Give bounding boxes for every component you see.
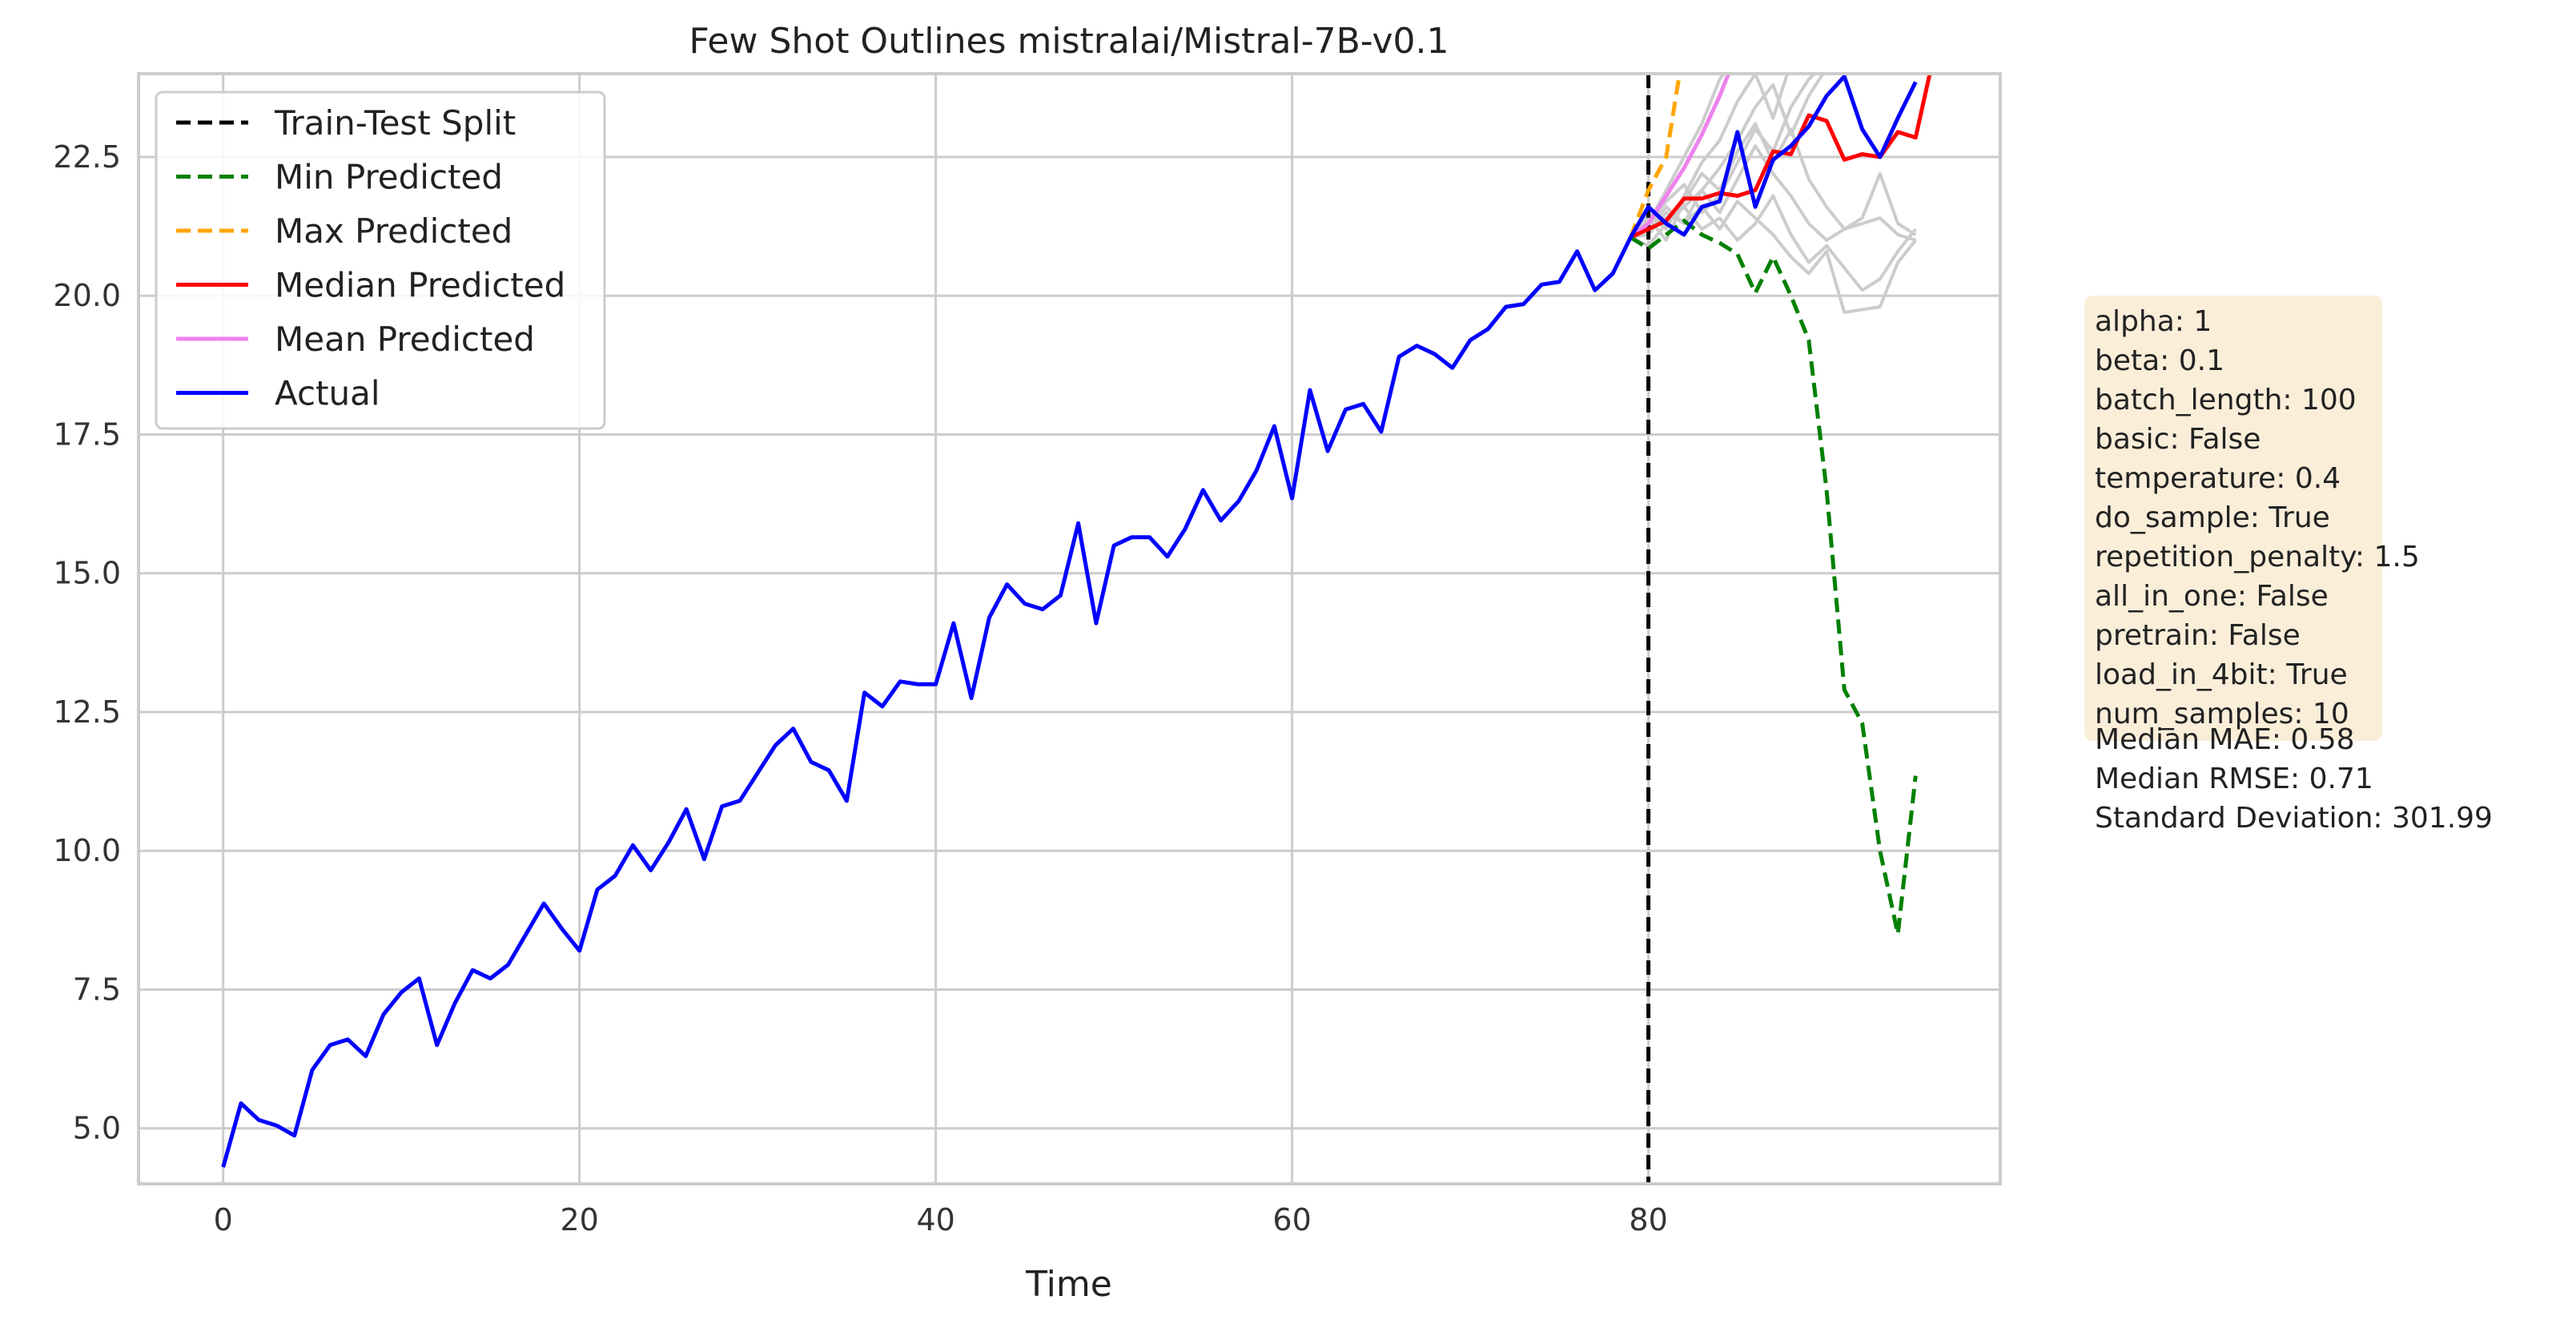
sample-line (1630, 74, 1818, 239)
legend-frame (155, 91, 606, 430)
param-line: beta: 0.1 (2095, 344, 2224, 377)
x-tick-label: 0 (214, 1202, 233, 1237)
param-line: all_in_one: False (2095, 580, 2329, 613)
legend: Train-Test Split Min Predicted Max Predict… (155, 91, 606, 430)
param-line: load_in_4bit: True (2095, 658, 2348, 691)
actual-line (221, 74, 1918, 1168)
x-axis-title: Time (1025, 1264, 1112, 1305)
param-line: batch_length: 100 (2095, 384, 2357, 417)
plot-frame (137, 72, 2002, 1185)
legend-label: Max Predicted (275, 211, 512, 251)
y-tick-label: 5.0 (73, 1111, 121, 1146)
mean-predicted-line (1629, 74, 1731, 239)
metric-line: Standard Deviation: 301.99 (2095, 802, 2493, 835)
x-tick-label: 60 (1272, 1202, 1311, 1237)
data-lines (221, 74, 1932, 1184)
grid (139, 74, 2000, 1184)
min-predicted-line (1629, 219, 1918, 936)
params-box: alpha: 1 beta: 0.1 batch_length: 100 basic:… (2084, 296, 2420, 741)
sample-line (1630, 199, 1917, 314)
y-tick-label: 10.0 (53, 833, 121, 868)
sample-line (1630, 194, 1917, 292)
param-line: do_sample: True (2095, 501, 2330, 534)
y-tick-label: 7.5 (73, 972, 121, 1007)
x-tick-label: 40 (916, 1202, 954, 1237)
metrics: Median MAE: 0.58 Median RMSE: 0.71 Standar… (2095, 723, 2493, 835)
param-line: alpha: 1 (2095, 305, 2212, 338)
x-tick-label: 80 (1629, 1202, 1667, 1237)
legend-label: Min Predicted (275, 158, 503, 197)
metric-line: Median RMSE: 0.71 (2095, 763, 2373, 795)
y-tick-label: 22.5 (53, 139, 121, 175)
x-tick-label: 20 (560, 1202, 598, 1237)
legend-label: Median Predicted (275, 266, 565, 305)
param-line: num_samples: 10 (2095, 698, 2349, 730)
param-line: pretrain: False (2095, 619, 2301, 652)
y-tick-label: 12.5 (53, 694, 121, 730)
legend-label: Mean Predicted (275, 320, 535, 359)
y-tick-label: 20.0 (53, 278, 121, 313)
params-box-background (2084, 296, 2382, 741)
max-predicted-line (1628, 74, 1682, 239)
chart-title: Few Shot Outlines mistralai/Mistral-7B-v… (689, 21, 1449, 62)
y-tick-label: 17.5 (53, 417, 121, 452)
param-line: repetition_penalty: 1.5 (2095, 541, 2420, 573)
metric-line: Median MAE: 0.58 (2095, 723, 2355, 756)
param-line: basic: False (2095, 423, 2261, 456)
tick-labels: 0 20 40 60 80 5.0 7.5 10.0 12.5 15.0 17.5 20.0 22.5 (53, 139, 1667, 1237)
legend-label: Train-Test Split (274, 103, 516, 143)
legend-label: Actual (275, 374, 380, 413)
y-tick-label: 15.0 (53, 556, 121, 591)
param-line: temperature: 0.4 (2095, 462, 2341, 495)
